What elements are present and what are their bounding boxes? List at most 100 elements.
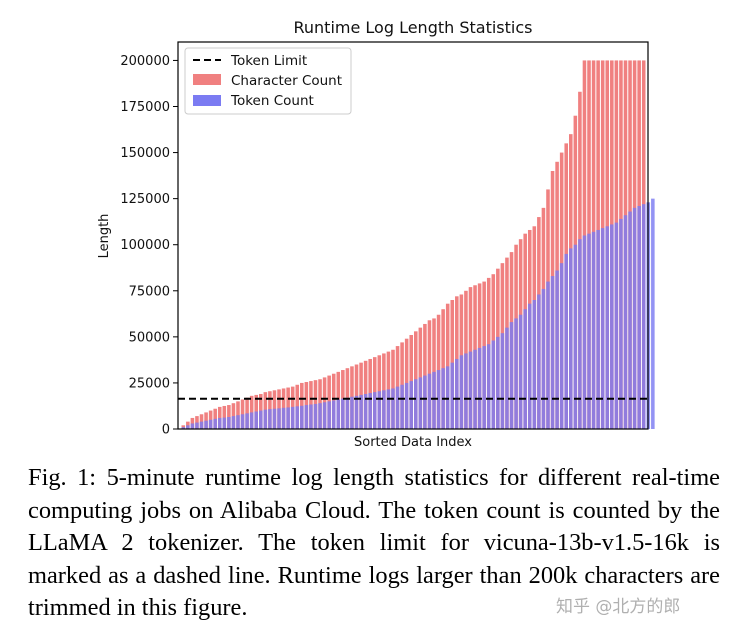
chart: Runtime Log Length Statistics 0 25000 5000…: [97, 18, 655, 450]
bar-token-count-66: [482, 346, 486, 429]
bar-token-count-93: [605, 226, 610, 429]
bar-token-count-72: [509, 322, 514, 429]
bar-token-count-71: [505, 327, 509, 429]
bar-token-count-26: [300, 405, 304, 429]
bar-token-count-95: [614, 222, 619, 429]
bar-token-count-6: [208, 419, 213, 429]
bar-token-count-21: [277, 408, 281, 429]
bar-token-count-73: [514, 318, 518, 429]
bar-token-count-70: [500, 333, 505, 429]
bar-token-count-63: [468, 351, 473, 429]
bar-token-count-52: [418, 377, 423, 429]
bar-token-count-4: [199, 421, 204, 429]
bar-token-count-39: [359, 394, 363, 429]
bar-token-count-12: [236, 415, 240, 429]
bar-token-count-65: [477, 347, 482, 429]
bar-token-count-37: [350, 396, 354, 429]
figure-caption: Fig. 1: 5-minute runtime log length stat…: [28, 464, 720, 621]
bar-token-count-96: [619, 218, 623, 429]
bar-token-count-61: [459, 355, 464, 429]
bar-token-count-99: [632, 207, 637, 429]
bar-token-count-53: [423, 375, 427, 429]
bar-token-count-0: [181, 427, 186, 429]
bar-token-count-45: [386, 389, 391, 429]
bar-token-count-60: [455, 358, 459, 429]
bar-token-count-22: [281, 407, 286, 429]
bar-token-count-15: [249, 412, 254, 429]
bar-token-count-34: [336, 399, 341, 429]
bar-token-count-50: [409, 381, 413, 429]
bar-token-count-79: [541, 288, 546, 429]
x-axis-label: Sorted Data Index: [354, 435, 472, 450]
bar-character-count-6: [208, 410, 213, 429]
bar-token-count-27: [304, 405, 309, 429]
bar-token-count-86: [573, 244, 578, 429]
y-axis-label: Length: [97, 214, 112, 259]
bar-token-count-56: [436, 370, 441, 429]
bar-token-count-43: [377, 391, 382, 429]
legend-box: [184, 47, 352, 115]
bar-token-count-2: [190, 423, 195, 429]
bar-token-count-11: [231, 416, 236, 429]
y-tick-label-150000: 150000: [120, 146, 170, 161]
bar-token-count-88: [582, 235, 587, 429]
bar-token-count-29: [313, 403, 318, 429]
bar-token-count-46: [391, 388, 395, 429]
bar-token-count-97: [623, 215, 628, 429]
bar-token-count-1: [186, 425, 190, 429]
bar-token-count-18: [263, 409, 268, 429]
chart-title: Runtime Log Length Statistics: [294, 18, 533, 37]
bar-token-count-17: [259, 410, 263, 429]
chart-figure: Runtime Log Length Statistics 0 25000 5000…: [97, 18, 655, 450]
bar-token-count-7: [213, 418, 217, 429]
bar-token-count-25: [295, 406, 300, 429]
bar-character-count-5: [204, 412, 208, 429]
bar-token-count-19: [268, 409, 272, 429]
bar-character-count-0: [181, 425, 186, 429]
bar-token-count-101: [641, 204, 646, 429]
bar-token-count-90: [591, 231, 596, 429]
bar-token-count-49: [404, 382, 409, 429]
y-tick-label-100000: 100000: [120, 238, 170, 253]
bar-token-count-36: [345, 397, 350, 429]
bar-token-count-35: [341, 398, 345, 429]
bar-token-count-89: [587, 233, 591, 429]
bar-token-count-9: [222, 417, 227, 429]
bar-token-count-51: [414, 379, 418, 429]
bar-token-count-82: [555, 270, 559, 429]
bar-token-count-41: [368, 393, 372, 429]
bar-token-count-100: [637, 206, 641, 429]
y-tick-label-25000: 25000: [129, 376, 170, 391]
bar-token-count-30: [318, 403, 322, 429]
bar-token-count-23: [286, 407, 290, 429]
bar-token-count-74: [518, 314, 523, 429]
bar-token-count-42: [372, 392, 377, 429]
bar-token-count-48: [400, 384, 404, 429]
y-axis-ticks: 0 25000 50000 75000 100000 125000 150000 175000…: [120, 54, 178, 438]
bar-token-count-54: [427, 373, 432, 429]
y-tick-label-50000: 50000: [129, 330, 170, 345]
bar-token-count-75: [523, 309, 527, 429]
bar-token-count-92: [600, 228, 605, 429]
bar-token-count-8: [217, 417, 222, 429]
bar-token-count-44: [382, 390, 386, 429]
y-tick-label-0: 0: [162, 423, 170, 438]
bar-token-count-69: [496, 336, 500, 429]
y-tick-label-75000: 75000: [129, 284, 170, 299]
bar-token-count-77: [532, 300, 537, 429]
bar-token-count-10: [227, 417, 231, 429]
bar-token-count-40: [363, 393, 368, 429]
bar-token-count-20: [272, 408, 277, 429]
bar-token-count-91: [596, 229, 600, 429]
bar-token-count-33: [331, 400, 336, 429]
y-tick-label-125000: 125000: [120, 192, 170, 207]
bar-token-count-13: [240, 414, 245, 429]
y-tick-label-200000: 200000: [120, 54, 170, 69]
bar-token-count-58: [445, 366, 450, 429]
bar-token-count-78: [537, 294, 541, 429]
y-tick-label-175000: 175000: [120, 100, 170, 115]
legend: Token Limit Character Count Token Count: [184, 47, 352, 115]
bar-token-count-62: [464, 353, 468, 429]
bar-token-count-84: [564, 253, 568, 429]
legend-swatch-character-count: [193, 74, 221, 85]
